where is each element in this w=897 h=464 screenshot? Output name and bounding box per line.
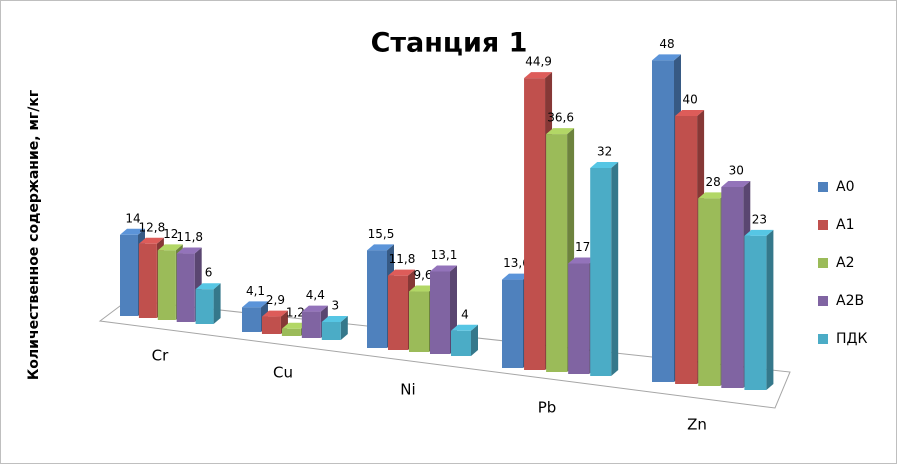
bar-top xyxy=(744,229,774,236)
value-label: 30 xyxy=(729,164,744,178)
legend-swatch xyxy=(818,258,828,268)
bar-top xyxy=(281,322,308,329)
bar-top xyxy=(652,54,681,61)
bar-top xyxy=(409,285,436,292)
bar xyxy=(502,279,523,368)
bar xyxy=(367,250,387,348)
bar-top xyxy=(675,110,705,116)
bar xyxy=(744,235,767,390)
bar-side xyxy=(766,229,774,390)
bar-top xyxy=(568,257,597,264)
value-label: 12 xyxy=(163,227,178,241)
x-tick-label: Zn xyxy=(687,416,707,434)
bar xyxy=(242,307,261,332)
bar-top xyxy=(502,273,530,280)
bar xyxy=(546,134,568,372)
value-label: 3 xyxy=(331,299,339,313)
bar-top xyxy=(388,269,415,276)
bar-top xyxy=(321,316,348,322)
value-label: 1,2 xyxy=(286,305,305,319)
bar-top xyxy=(301,305,328,312)
value-label: 11,8 xyxy=(389,252,416,266)
bar xyxy=(721,187,744,388)
value-label: 23 xyxy=(752,212,767,226)
value-label: 13,6 xyxy=(503,256,530,270)
bar-top xyxy=(451,324,478,331)
bar xyxy=(388,275,408,350)
bar xyxy=(120,234,138,316)
bar-top xyxy=(242,301,268,308)
bar xyxy=(261,316,281,334)
value-label: 28 xyxy=(706,175,721,189)
value-label: 11,8 xyxy=(176,230,203,244)
bar xyxy=(138,243,157,318)
value-label: 13,1 xyxy=(431,248,458,262)
value-label: 4,4 xyxy=(306,288,325,302)
bar xyxy=(409,291,429,352)
bar xyxy=(568,263,590,374)
bar-top xyxy=(176,247,202,254)
x-tick-label: Cu xyxy=(273,364,293,382)
bar-top xyxy=(261,310,288,317)
value-label: 9,6 xyxy=(413,268,432,282)
bar-side xyxy=(213,283,221,324)
legend-swatch xyxy=(818,296,828,306)
value-label: 48 xyxy=(659,37,674,51)
value-label: 4 xyxy=(461,307,469,321)
bar xyxy=(176,253,195,322)
bar xyxy=(157,250,176,320)
value-label: 6 xyxy=(205,266,213,280)
bar-top xyxy=(430,265,457,272)
value-label: 36,6 xyxy=(547,111,574,125)
bar-side xyxy=(340,316,348,340)
bar-top xyxy=(138,237,164,244)
legend-swatch xyxy=(818,220,828,230)
bar-top xyxy=(590,162,619,168)
legend-label: ПДК xyxy=(836,331,867,347)
value-label: 17 xyxy=(575,240,590,254)
value-label: 15,5 xyxy=(368,227,395,241)
chart-title: Станция 1 xyxy=(371,28,528,59)
value-label: 32 xyxy=(597,145,612,159)
value-label: 40 xyxy=(682,93,697,107)
legend-swatch xyxy=(818,334,828,344)
bar xyxy=(675,116,698,384)
bar xyxy=(321,322,341,340)
bar-side xyxy=(611,162,619,376)
bar xyxy=(451,330,471,356)
x-tick-label: Pb xyxy=(538,399,557,417)
floor xyxy=(98,299,791,409)
bar-top xyxy=(721,181,751,187)
bar xyxy=(301,311,321,338)
bar-top xyxy=(524,72,553,79)
legend-label: A2B xyxy=(836,293,864,309)
y-axis-label: Количественное содержание, мг/кг xyxy=(26,90,42,380)
value-label: 44,9 xyxy=(525,55,552,69)
value-label: 2,9 xyxy=(266,293,285,307)
value-label: 14 xyxy=(125,211,140,225)
bar-top xyxy=(698,192,728,199)
bar xyxy=(652,60,674,383)
value-label: 12,8 xyxy=(139,220,166,234)
bar xyxy=(430,271,450,354)
legend-swatch xyxy=(818,182,828,192)
bar xyxy=(524,78,546,371)
bar xyxy=(698,198,721,386)
bar-top xyxy=(120,228,145,235)
bar xyxy=(195,289,214,324)
bar-top xyxy=(367,244,394,251)
x-tick-label: Cr xyxy=(152,347,169,365)
bar-side xyxy=(471,324,478,356)
bar xyxy=(590,168,612,376)
legend-label: A1 xyxy=(836,217,854,233)
bar xyxy=(281,328,301,336)
x-tick-label: Ni xyxy=(400,381,415,399)
bar-top xyxy=(195,283,221,290)
bar-top xyxy=(546,128,575,135)
legend-label: A0 xyxy=(836,179,854,195)
value-label: 4,1 xyxy=(246,284,265,298)
bar-top xyxy=(157,244,183,251)
legend-label: A2 xyxy=(836,255,854,271)
